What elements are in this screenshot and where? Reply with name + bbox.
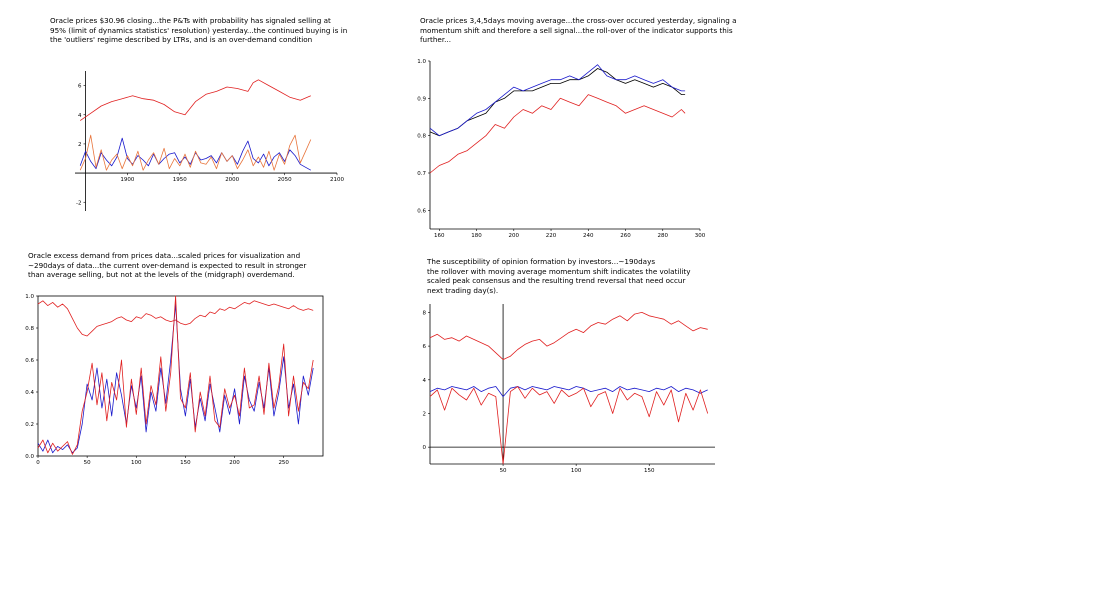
series-blue-line-2: [79, 137, 311, 171]
series-red-line-1: [429, 311, 708, 360]
y-tick-label: 0.6: [417, 208, 426, 214]
caption-chart1: Oracle prices $30.96 closing...the P&Ts …: [50, 16, 348, 44]
y-tick-label: 1.0: [417, 59, 426, 65]
y-tick-label: 4: [78, 113, 82, 119]
x-tick-label: 1900: [120, 177, 134, 183]
y-tick-label: 0.7: [417, 171, 426, 177]
caption-chart2: Oracle prices 3,4,5days moving average..…: [420, 16, 737, 44]
x-tick-label: 50: [500, 468, 507, 474]
chart4-plot: 50 100 150 8 6 4 2 0: [423, 304, 715, 474]
y-tick-label: 8: [423, 310, 427, 316]
series-orange-line-3: [79, 134, 312, 171]
x-tick-label: 220: [546, 233, 557, 239]
y-tick-label: 0.2: [25, 422, 34, 428]
x-tick-label: 2050: [278, 177, 292, 183]
y-tick-label: 0: [423, 445, 427, 451]
series-red-line-1: [37, 300, 314, 337]
y-tick-label: 0.6: [25, 358, 34, 364]
x-tick-label: 100: [131, 460, 142, 466]
chart2-plot: 160 180 200 220 240 260 280 300 1.0 0.9 0.8 0.7 0.6: [417, 59, 706, 239]
y-tick-label: 0.8: [417, 134, 426, 140]
y-tick-label: 4: [423, 378, 427, 384]
y-tick-label: 0.0: [25, 454, 34, 460]
x-tick-label: 200: [229, 460, 240, 466]
plot-frame: [37, 295, 324, 457]
x-tick-label: 50: [84, 460, 91, 466]
y-tick-label: 6: [78, 84, 82, 90]
x-tick-label: 250: [278, 460, 289, 466]
series-red-line-3: [37, 295, 314, 455]
x-tick-label: 260: [620, 233, 631, 239]
x-tick-label: 2000: [225, 177, 239, 183]
chart3-plot: 0 50 100 150 200 250 1.0 0.8 0.6 0.4 0.2 0.0: [25, 294, 324, 466]
series-black-line-2: [429, 68, 686, 137]
y-tick-label: -2: [76, 200, 81, 206]
y-tick-label: 2: [78, 142, 82, 148]
x-tick-label: 100: [571, 468, 582, 474]
series-red-line-3: [429, 386, 709, 465]
x-tick-label: 0: [36, 460, 40, 466]
y-tick-label: 6: [423, 344, 427, 350]
x-tick-label: 180: [471, 233, 482, 239]
x-tick-label: 2100: [330, 177, 344, 183]
x-tick-label: 300: [695, 233, 706, 239]
caption-chart4: The susceptibility of opinion formation …: [427, 257, 691, 295]
x-tick-label: 200: [509, 233, 520, 239]
x-tick-label: 150: [180, 460, 191, 466]
y-tick-label: 0.8: [25, 326, 34, 332]
caption-chart3: Oracle excess demand from prices data...…: [28, 251, 307, 279]
x-tick-label: 160: [434, 233, 445, 239]
series-red-line-1: [79, 79, 311, 121]
x-tick-label: 1950: [173, 177, 187, 183]
chart1-plot: 1900 1950 2000 2050 2100 6 4 2 -2: [75, 71, 344, 211]
series-blue-line-3: [429, 64, 686, 137]
y-tick-label: 0.9: [417, 96, 426, 102]
series-red-line-1: [429, 94, 686, 174]
y-tick-label: 2: [423, 411, 427, 417]
series-blue-line-2: [429, 386, 708, 397]
x-tick-label: 280: [658, 233, 669, 239]
x-tick-label: 240: [583, 233, 594, 239]
x-tick-label: 150: [644, 468, 655, 474]
y-tick-label: 1.0: [25, 294, 34, 300]
y-tick-label: 0.4: [25, 390, 34, 396]
